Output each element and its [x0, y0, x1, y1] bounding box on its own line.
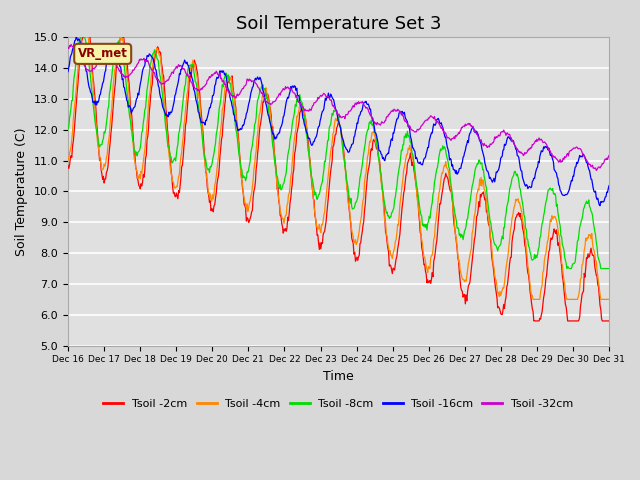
Tsoil -8cm [405, 133, 413, 139]
Tsoil -4cm [186, 75, 193, 81]
Tsoil -8cm [565, 265, 573, 271]
Tsoil -32cm [67, 42, 75, 48]
Tsoil -2cm [131, 151, 138, 157]
Tsoil -2cm [530, 318, 538, 324]
Tsoil -2cm [605, 318, 613, 324]
Tsoil -16cm [405, 124, 413, 130]
Tsoil -32cm [605, 153, 613, 158]
Tsoil -16cm [186, 65, 193, 71]
Tsoil -32cm [421, 118, 429, 124]
Tsoil -32cm [405, 123, 413, 129]
Tsoil -2cm [421, 262, 429, 267]
Tsoil -32cm [64, 45, 72, 51]
Tsoil -4cm [131, 156, 138, 162]
Tsoil -32cm [186, 73, 193, 79]
Line: Tsoil -4cm: Tsoil -4cm [68, 22, 609, 300]
Tsoil -8cm [605, 265, 613, 271]
Tsoil -2cm [186, 80, 193, 85]
Tsoil -2cm [405, 156, 413, 162]
Tsoil -16cm [75, 36, 83, 42]
Tsoil -4cm [64, 157, 72, 163]
Tsoil -2cm [64, 163, 72, 168]
Tsoil -32cm [214, 72, 221, 77]
Tsoil -16cm [421, 155, 429, 161]
Tsoil -32cm [75, 50, 83, 56]
Tsoil -4cm [74, 69, 82, 74]
Tsoil -4cm [605, 297, 613, 302]
Tsoil -2cm [74, 83, 82, 88]
Tsoil -16cm [605, 183, 613, 189]
Legend: Tsoil -2cm, Tsoil -4cm, Tsoil -8cm, Tsoil -16cm, Tsoil -32cm: Tsoil -2cm, Tsoil -4cm, Tsoil -8cm, Tsoi… [99, 395, 578, 413]
Tsoil -2cm [214, 176, 221, 181]
Tsoil -8cm [79, 26, 87, 32]
Tsoil -8cm [421, 221, 429, 227]
Line: Tsoil -16cm: Tsoil -16cm [68, 36, 609, 206]
Tsoil -32cm [593, 168, 600, 173]
Tsoil -4cm [529, 297, 537, 302]
X-axis label: Time: Time [323, 370, 354, 383]
Line: Tsoil -2cm: Tsoil -2cm [68, 22, 609, 321]
Tsoil -8cm [186, 62, 193, 68]
Title: Soil Temperature Set 3: Soil Temperature Set 3 [236, 15, 442, 33]
Tsoil -16cm [131, 105, 138, 110]
Tsoil -8cm [74, 45, 82, 51]
Tsoil -4cm [81, 19, 88, 25]
Tsoil -32cm [131, 67, 138, 72]
Tsoil -8cm [131, 148, 138, 154]
Tsoil -4cm [214, 159, 221, 165]
Line: Tsoil -32cm: Tsoil -32cm [68, 45, 609, 170]
Tsoil -8cm [64, 126, 72, 132]
Tsoil -4cm [405, 146, 413, 152]
Tsoil -16cm [214, 75, 221, 81]
Y-axis label: Soil Temperature (C): Soil Temperature (C) [15, 127, 28, 256]
Tsoil -8cm [214, 122, 221, 128]
Tsoil -2cm [83, 19, 90, 25]
Tsoil -16cm [72, 33, 80, 39]
Line: Tsoil -8cm: Tsoil -8cm [68, 29, 609, 268]
Tsoil -16cm [64, 69, 72, 74]
Tsoil -4cm [421, 254, 429, 260]
Text: VR_met: VR_met [78, 48, 127, 60]
Tsoil -16cm [596, 203, 604, 209]
